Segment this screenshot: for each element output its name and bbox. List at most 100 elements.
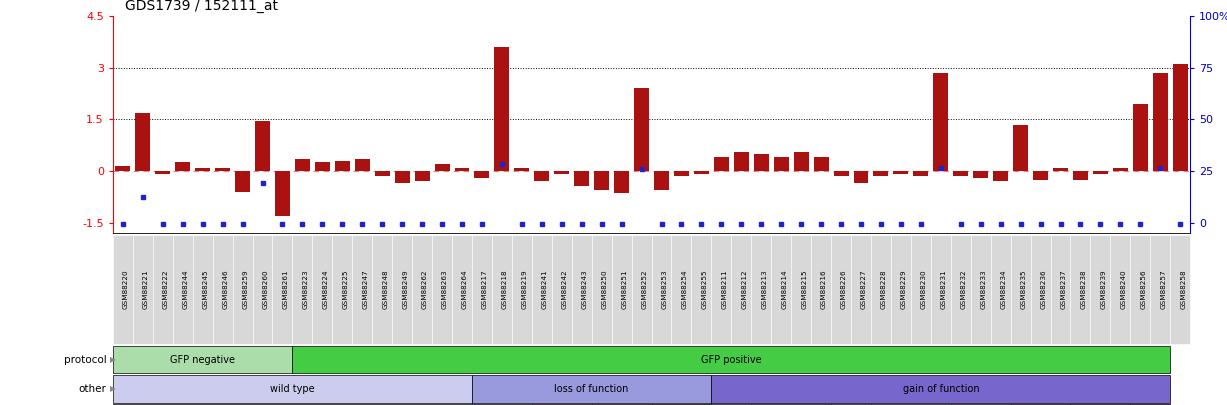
Bar <box>494 47 509 171</box>
Bar <box>514 168 529 171</box>
Text: GSM88251: GSM88251 <box>622 270 628 309</box>
Bar <box>594 171 609 190</box>
Text: GSM88233: GSM88233 <box>980 270 987 309</box>
Bar <box>374 171 390 176</box>
Bar <box>934 73 948 171</box>
Bar <box>774 157 789 171</box>
Text: GSM88226: GSM88226 <box>840 270 847 309</box>
Text: GSM88250: GSM88250 <box>601 270 607 309</box>
Bar <box>175 162 190 171</box>
Bar <box>574 171 589 186</box>
Text: GSM88241: GSM88241 <box>542 270 547 309</box>
Bar <box>654 171 669 190</box>
Text: GSM88220: GSM88220 <box>123 270 129 309</box>
Text: GSM88240: GSM88240 <box>1120 270 1126 309</box>
Text: GSM88262: GSM88262 <box>422 270 428 309</box>
Bar <box>195 168 210 171</box>
Text: GDS1739 / 152111_at: GDS1739 / 152111_at <box>125 0 279 13</box>
Text: ▶: ▶ <box>110 384 117 393</box>
Text: GSM88244: GSM88244 <box>183 270 189 309</box>
Bar <box>1093 171 1108 175</box>
Text: GSM88256: GSM88256 <box>1140 270 1146 309</box>
Bar <box>1053 168 1067 171</box>
Bar <box>674 171 688 176</box>
Text: GSM88213: GSM88213 <box>761 270 767 309</box>
Bar <box>135 113 150 171</box>
Text: GSM88261: GSM88261 <box>282 270 288 309</box>
Text: GSM88218: GSM88218 <box>502 270 508 309</box>
Bar <box>634 88 649 171</box>
Bar <box>156 171 171 175</box>
Bar <box>415 171 429 181</box>
Bar <box>615 171 629 193</box>
Bar <box>734 152 748 171</box>
Bar <box>953 171 968 176</box>
Bar <box>215 168 231 171</box>
Text: GSM88257: GSM88257 <box>1161 270 1167 309</box>
Bar <box>534 171 550 181</box>
Bar <box>753 154 769 171</box>
Bar <box>1133 104 1147 171</box>
Text: GSM88222: GSM88222 <box>163 270 169 309</box>
Text: GSM88227: GSM88227 <box>861 270 867 309</box>
Text: GSM88252: GSM88252 <box>642 270 648 309</box>
Bar <box>454 168 470 171</box>
Text: GSM88255: GSM88255 <box>702 270 708 309</box>
Text: GSM88247: GSM88247 <box>362 270 368 309</box>
Text: GFP positive: GFP positive <box>701 355 762 364</box>
Text: GSM88246: GSM88246 <box>222 270 228 309</box>
Bar <box>395 171 410 183</box>
Bar <box>794 152 809 171</box>
Text: GSM88235: GSM88235 <box>1021 270 1027 309</box>
Text: GSM88215: GSM88215 <box>801 270 807 309</box>
Bar <box>335 161 350 171</box>
Bar <box>893 171 908 175</box>
Bar <box>854 171 869 183</box>
Text: GSM88236: GSM88236 <box>1040 270 1047 309</box>
Text: GSM88245: GSM88245 <box>202 270 209 309</box>
Text: ▶: ▶ <box>110 355 117 364</box>
Text: GSM88264: GSM88264 <box>463 270 467 309</box>
Bar <box>275 171 290 216</box>
Text: GSM88260: GSM88260 <box>263 270 269 309</box>
Text: GSM88212: GSM88212 <box>741 270 747 309</box>
Text: GFP negative: GFP negative <box>171 355 236 364</box>
Text: GSM88225: GSM88225 <box>342 270 348 309</box>
Text: GSM88237: GSM88237 <box>1060 270 1066 309</box>
Bar <box>1153 73 1168 171</box>
Bar <box>255 121 270 171</box>
Text: GSM88229: GSM88229 <box>901 270 907 309</box>
Bar <box>475 171 490 178</box>
Bar <box>1033 171 1048 179</box>
Bar <box>1113 168 1128 171</box>
Text: protocol: protocol <box>64 355 107 364</box>
Bar <box>315 162 330 171</box>
Text: GSM88223: GSM88223 <box>302 270 308 309</box>
Text: GSM88253: GSM88253 <box>661 270 667 309</box>
Text: GSM88231: GSM88231 <box>941 270 947 309</box>
Text: wild type: wild type <box>270 384 315 394</box>
Text: other: other <box>79 384 107 394</box>
Text: GSM88258: GSM88258 <box>1180 270 1187 309</box>
Bar <box>714 157 729 171</box>
Bar <box>1173 64 1188 171</box>
Bar <box>115 166 130 171</box>
Bar <box>694 171 709 175</box>
Text: GSM88230: GSM88230 <box>920 270 926 309</box>
Bar <box>555 171 569 175</box>
Text: GSM88248: GSM88248 <box>383 270 388 309</box>
Bar <box>236 171 250 192</box>
Bar <box>874 171 888 176</box>
Text: GSM88219: GSM88219 <box>521 270 528 309</box>
Text: GSM88263: GSM88263 <box>442 270 448 309</box>
Text: GSM88249: GSM88249 <box>402 270 409 309</box>
Text: GSM88214: GSM88214 <box>782 270 788 309</box>
Text: GSM88259: GSM88259 <box>243 270 249 309</box>
Bar <box>294 159 310 171</box>
Text: GSM88224: GSM88224 <box>323 270 329 309</box>
Text: gain of function: gain of function <box>903 384 979 394</box>
Bar <box>833 171 849 176</box>
Text: GSM88238: GSM88238 <box>1081 270 1086 309</box>
Text: loss of function: loss of function <box>555 384 629 394</box>
Text: GSM88221: GSM88221 <box>142 270 148 309</box>
